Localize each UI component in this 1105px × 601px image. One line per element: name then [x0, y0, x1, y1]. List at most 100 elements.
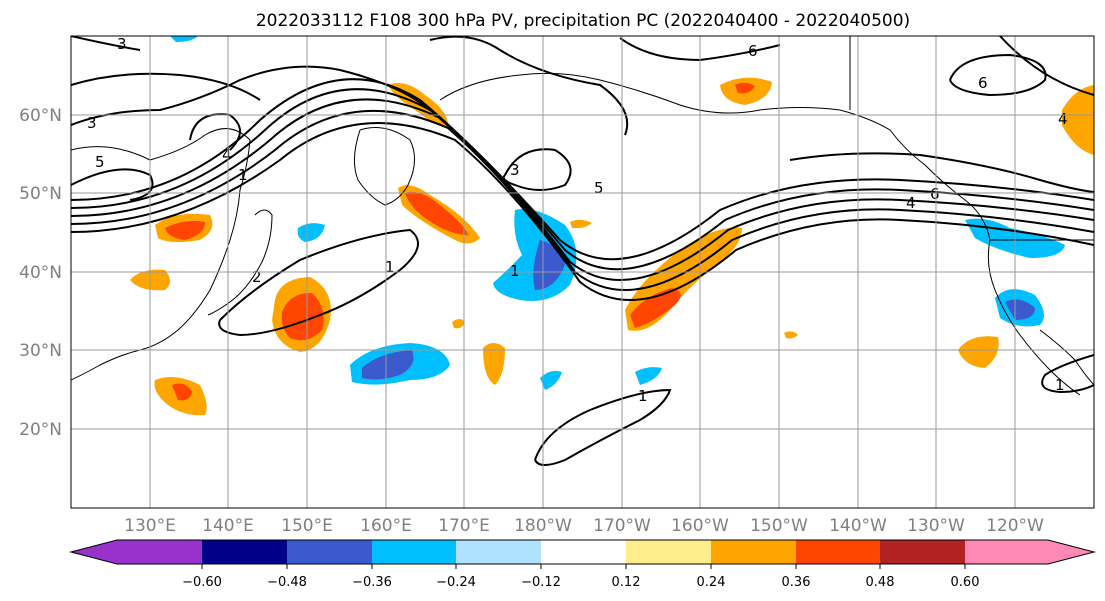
colorbar-ticks [201, 564, 966, 569]
precip-anomaly-negative-core [362, 350, 414, 380]
lon-label: 180°W [514, 516, 572, 536]
precip-anomaly-negative [170, 36, 198, 42]
na-mexico-coastline [1039, 329, 1094, 386]
colorbar-segment [626, 540, 711, 564]
pv-contour [71, 122, 1094, 301]
colorbar-tick-label: −0.12 [521, 575, 561, 590]
colorbar-outline [69, 539, 1096, 565]
colorbar-segment [456, 540, 541, 564]
lon-label: 170°W [593, 516, 651, 536]
colorbar-segment [711, 540, 796, 564]
pv-contour [429, 36, 629, 136]
pv-contour [502, 148, 572, 191]
figure-title: 2022033112 F108 300 hPa PV, precipitatio… [256, 11, 910, 31]
lon-label: 140°W [829, 516, 887, 536]
contour-label: 4 [906, 194, 916, 212]
contour-label: 6 [748, 42, 758, 60]
contour-label: 5 [594, 179, 604, 197]
precip-anomaly-positive [570, 219, 592, 229]
pv-contour [71, 36, 141, 51]
lat-label: 40°N [19, 263, 62, 283]
colorbar-tick-label: 0.60 [951, 575, 980, 590]
precip-anomaly-positive [784, 331, 798, 339]
alaska-coastline [439, 72, 991, 241]
colorbar-segment [372, 540, 456, 564]
lat-label: 20°N [19, 420, 62, 440]
precip-anomaly-positive-core [165, 220, 205, 240]
precip-anomaly-positive [483, 343, 505, 385]
pv-contour-labels: 3 3 5 4 1 2 1 3 5 1 6 6 6 4 4 1 1 [87, 35, 1068, 405]
precip-anomaly-positive [388, 82, 449, 128]
colorbar-segment [541, 540, 626, 564]
contour-label: 5 [95, 153, 105, 171]
lon-label: 120°W [986, 516, 1044, 536]
contour-label: 6 [978, 74, 988, 92]
colorbar-tick-label: −0.24 [436, 575, 476, 590]
colorbar-segment [202, 540, 287, 564]
na-west-coastline [987, 239, 1081, 396]
contour-label: 3 [87, 114, 97, 132]
colorbar-tick-label: −0.48 [267, 575, 307, 590]
contour-label: 1 [638, 387, 648, 405]
precip-anomaly-negative [297, 223, 325, 242]
pv-contour [71, 88, 1094, 271]
colorbar-segment [796, 540, 880, 564]
colorbar-tick-label: 0.24 [697, 575, 726, 590]
contour-label: 3 [117, 35, 127, 53]
colorbar: −0.60 −0.48 −0.36 −0.24 −0.12 0.12 0.24 … [69, 539, 1096, 590]
colorbar-segment [71, 540, 202, 564]
lon-label: 150°E [281, 516, 333, 536]
lon-label: 130°W [907, 516, 965, 536]
colorbar-tick-label: 0.12 [612, 575, 641, 590]
precip-anomaly-positive-core [735, 82, 755, 94]
country-border-can-us [849, 36, 1094, 241]
pv-contour [218, 228, 419, 337]
precip-anomaly-negative-core [533, 240, 565, 290]
colorbar-segment [880, 540, 965, 564]
pv-contour [1041, 354, 1094, 394]
lon-label: 140°E [202, 516, 254, 536]
contour-label: 1 [238, 166, 248, 184]
precip-anomaly-negative-core [1005, 299, 1035, 320]
coastlines [71, 36, 1094, 396]
pv-contour [999, 36, 1094, 96]
contour-label: 1 [1055, 376, 1065, 394]
contour-label: 4 [222, 146, 232, 164]
lat-label: 50°N [19, 184, 62, 204]
pv-contour [71, 72, 261, 101]
contour-label: 4 [1058, 110, 1068, 128]
precip-anomaly-positive-core [172, 383, 192, 401]
pv-contour [789, 152, 1094, 193]
contour-label: 2 [252, 268, 262, 286]
precip-anomaly-positive [452, 319, 465, 329]
precip-anomaly-positive-core [405, 191, 468, 235]
precip-anomaly-positive [958, 336, 999, 368]
lon-label: 150°W [750, 516, 808, 536]
pv-contour [71, 98, 1094, 281]
colorbar-segment [287, 540, 372, 564]
lat-label: 30°N [19, 341, 62, 361]
pv-contour [534, 388, 672, 466]
contour-label: 3 [510, 161, 520, 179]
lon-label: 160°W [671, 516, 729, 536]
lon-label: 130°E [124, 516, 176, 536]
colorbar-tick-label: −0.36 [352, 575, 392, 590]
precip-anomaly-positive [1062, 85, 1094, 155]
lon-label: 160°E [360, 516, 412, 536]
japan-coastline [207, 209, 273, 316]
precip-anomaly-negative [540, 370, 562, 390]
map-panel: 3 3 5 4 1 2 1 3 5 1 6 6 6 4 4 1 1 [70, 35, 1095, 509]
precip-anomaly-negative [635, 367, 662, 385]
colorbar-tick-label: 0.48 [866, 575, 895, 590]
lon-label: 170°E [438, 516, 490, 536]
pv-contour [71, 65, 431, 126]
colorbar-tick-label: 0.36 [782, 575, 811, 590]
longitude-labels: 130°E 140°E 150°E 160°E 170°E 180°W 170°… [124, 516, 1044, 536]
precip-anomaly-positive-core [281, 292, 324, 341]
graticule [71, 36, 1094, 508]
precip-anomaly-positive-core [630, 288, 681, 328]
pv-contour [71, 78, 1094, 261]
asia-coastline [71, 128, 251, 381]
colorbar-tick-label: −0.60 [182, 575, 222, 590]
